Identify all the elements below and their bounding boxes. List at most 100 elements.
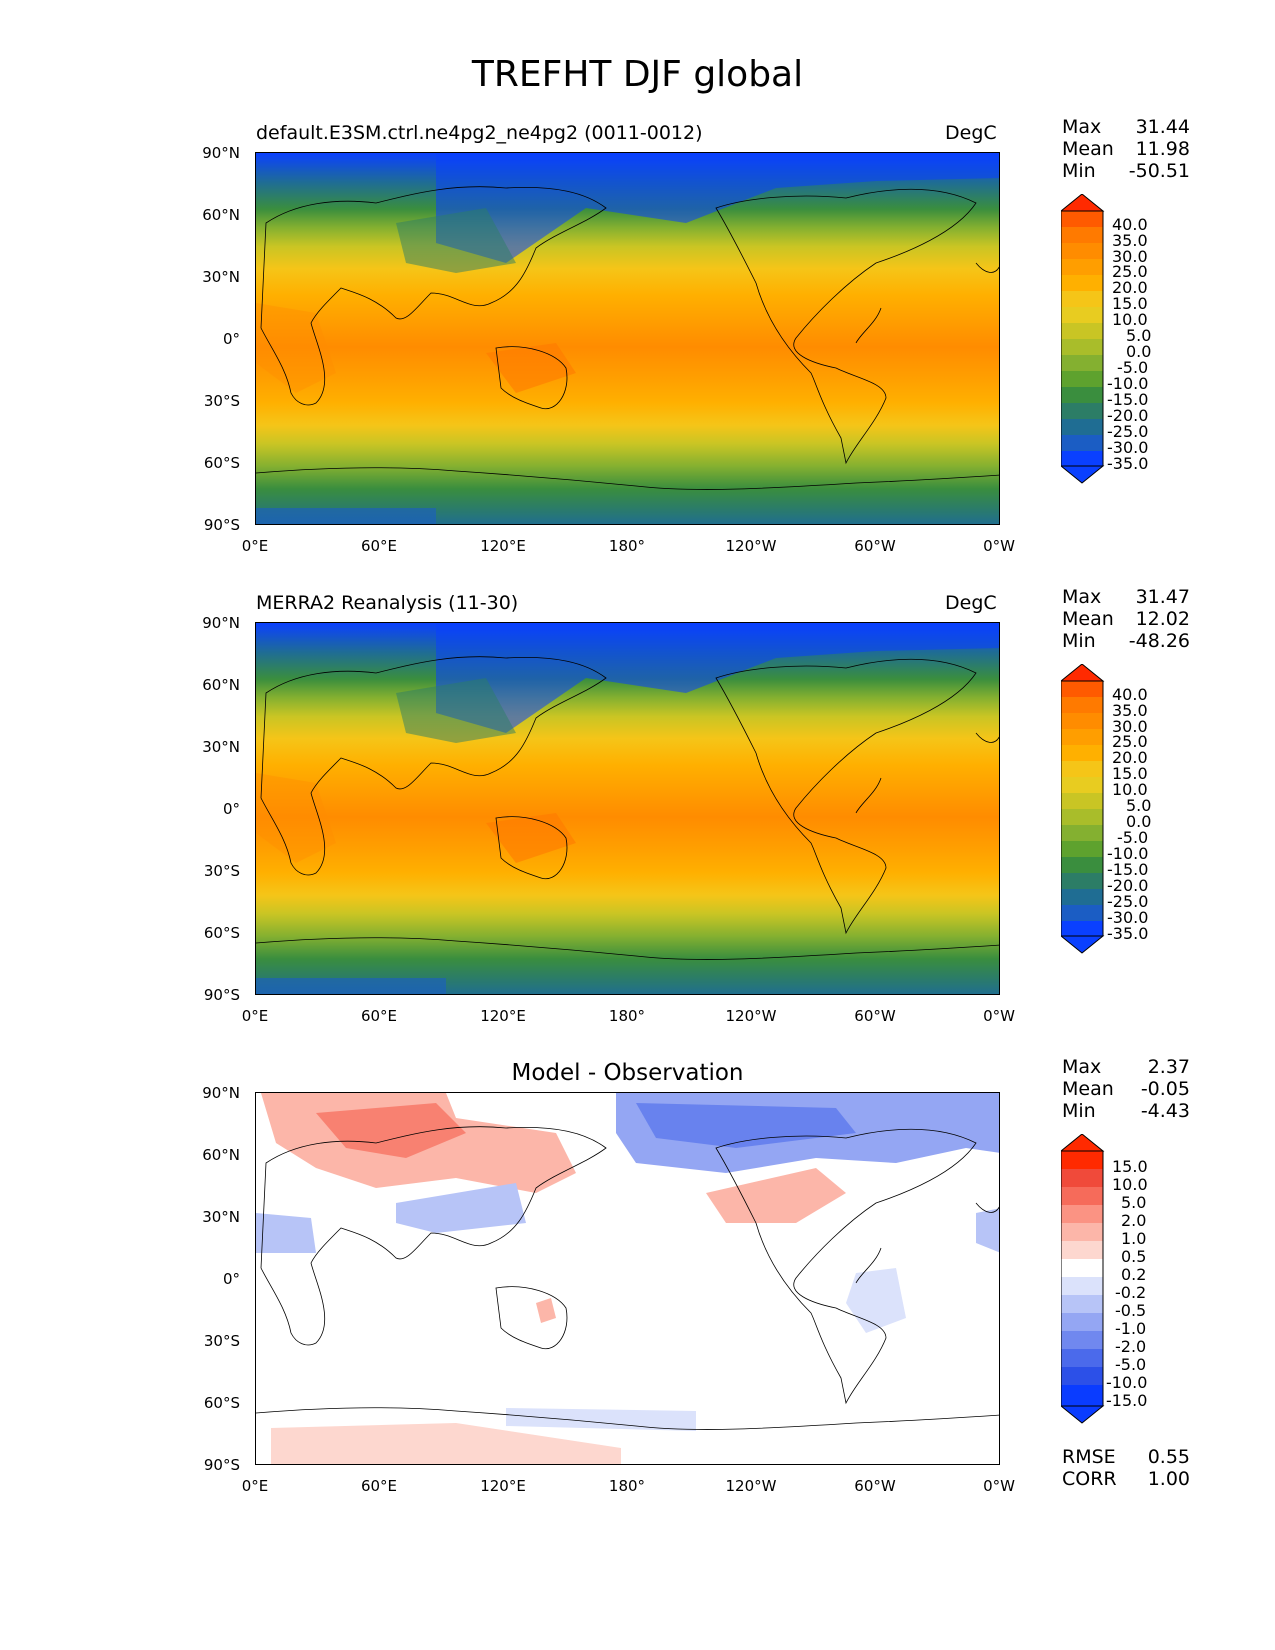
panel1-map-field <box>256 153 999 524</box>
p3-lat-tick: 0° <box>222 1270 240 1288</box>
cbar1-label: 15.0 <box>1112 294 1148 313</box>
cbar1-label: 25.0 <box>1112 262 1148 281</box>
p1-lat-tick: 60°S <box>203 454 240 472</box>
cbar2-label: 0.0 <box>1126 812 1152 831</box>
p2-lat-tick: 60°N <box>202 676 240 694</box>
p3-lat-tick: 30°N <box>202 1208 240 1226</box>
cbar2-label: 25.0 <box>1112 732 1148 751</box>
stat-min-value: -50.51 <box>1128 160 1190 182</box>
p1-lat-tick: 30°N <box>202 268 240 286</box>
cbar3-label: 0.5 <box>1121 1247 1147 1266</box>
cbar1-label: -35.0 <box>1107 454 1149 473</box>
panel2-title-left: MERRA2 Reanalysis (11-30) <box>256 592 519 614</box>
p2-lon-tick: 180° <box>608 1007 646 1025</box>
panel2-map <box>255 622 1000 995</box>
cbar3-label: 10.0 <box>1112 1175 1148 1194</box>
p3-lon-tick: 120°W <box>725 1477 777 1495</box>
panel1-colorbar <box>1059 193 1105 496</box>
cbar1-label: -30.0 <box>1107 438 1149 457</box>
cbar3-label: -0.5 <box>1115 1301 1147 1320</box>
cbar3-label: 5.0 <box>1121 1193 1147 1212</box>
p2-lon-tick: 120°W <box>725 1007 777 1025</box>
panel3-map <box>255 1092 1000 1465</box>
corr-label: CORR <box>1062 1468 1117 1490</box>
stat-min-label: Min <box>1062 1100 1096 1122</box>
cbar2-label: -25.0 <box>1107 892 1149 911</box>
p3-lat-tick: 60°S <box>203 1394 240 1412</box>
cbar1-label: 0.0 <box>1126 342 1152 361</box>
cbar3-label: 2.0 <box>1121 1211 1147 1230</box>
p2-lat-tick: 30°S <box>203 862 240 880</box>
stat-mean-value: 11.98 <box>1135 138 1190 160</box>
panel2-colorbar <box>1059 663 1105 966</box>
cbar1-label: -15.0 <box>1107 390 1149 409</box>
p3-lon-tick: 0°E <box>241 1477 269 1495</box>
p3-lat-tick: 90°S <box>203 1456 240 1474</box>
p1-lat-tick: 30°S <box>203 392 240 410</box>
panel1-title-right: DegC <box>945 122 997 144</box>
panel3-colorbar <box>1059 1133 1105 1436</box>
cbar2-label: -15.0 <box>1107 860 1149 879</box>
panel1-title-left: default.E3SM.ctrl.ne4pg2_ne4pg2 (0011-00… <box>256 122 703 144</box>
cbar2-label: 35.0 <box>1112 701 1148 720</box>
cbar1-label: 40.0 <box>1112 215 1148 234</box>
cbar3-label: 0.2 <box>1121 1265 1147 1284</box>
cbar1-label: -25.0 <box>1107 422 1149 441</box>
cbar3-label: -2.0 <box>1115 1337 1147 1356</box>
stat-min-value: -4.43 <box>1140 1100 1190 1122</box>
figure-title: TREFHT DJF global <box>471 54 804 95</box>
p3-lat-tick: 60°N <box>202 1146 240 1164</box>
panel2-map-field <box>256 623 999 994</box>
stat-mean-value: 12.02 <box>1135 608 1190 630</box>
panel1-map <box>255 152 1000 525</box>
cbar1-label: -5.0 <box>1117 358 1149 377</box>
panel3-metrics: RMSE 0.55 CORR 1.00 <box>1062 1446 1190 1490</box>
p1-lon-tick: 180° <box>608 537 646 555</box>
p2-lon-tick: 0°E <box>241 1007 269 1025</box>
cbar2-label: 20.0 <box>1112 748 1148 767</box>
p1-lon-tick: 120°E <box>480 537 526 555</box>
cbar1-label: 35.0 <box>1112 231 1148 250</box>
p2-lon-tick: 0°W <box>983 1007 1015 1025</box>
panel2-stats: Max 31.47 Mean 12.02 Min -48.26 <box>1062 586 1190 652</box>
cbar3-label: -1.0 <box>1115 1319 1147 1338</box>
corr-value: 1.00 <box>1147 1468 1190 1490</box>
cbar1-label: -10.0 <box>1107 374 1149 393</box>
stat-mean-label: Mean <box>1062 1078 1114 1100</box>
p1-lat-tick: 90°S <box>203 516 240 534</box>
stat-max-label: Max <box>1062 586 1102 608</box>
p2-lat-tick: 0° <box>222 800 240 818</box>
cbar2-label: 15.0 <box>1112 764 1148 783</box>
p2-lon-tick: 60°E <box>360 1007 398 1025</box>
panel3-title: Model - Observation <box>511 1060 744 1086</box>
cbar1-label: 30.0 <box>1112 247 1148 266</box>
cbar1-label: 10.0 <box>1112 310 1148 329</box>
stat-mean-value: -0.05 <box>1140 1078 1190 1100</box>
stat-max-value: 2.37 <box>1147 1056 1190 1078</box>
colorbar-swatches <box>1059 1133 1105 1424</box>
cbar3-label: -5.0 <box>1115 1355 1147 1374</box>
p1-lon-tick: 0°W <box>983 537 1015 555</box>
cbar1-label: 20.0 <box>1112 278 1148 297</box>
p2-lon-tick: 60°W <box>854 1007 896 1025</box>
stat-min-label: Min <box>1062 630 1096 652</box>
p2-lat-tick: 60°S <box>203 924 240 942</box>
cbar2-label: -10.0 <box>1107 844 1149 863</box>
cbar2-label: 5.0 <box>1126 796 1152 815</box>
cbar2-label: 10.0 <box>1112 780 1148 799</box>
p1-lon-tick: 120°W <box>725 537 777 555</box>
stat-min-label: Min <box>1062 160 1096 182</box>
cbar1-label: 5.0 <box>1126 326 1152 345</box>
stat-mean-label: Mean <box>1062 608 1114 630</box>
p2-lat-tick: 90°N <box>202 614 240 632</box>
p1-lon-tick: 0°E <box>241 537 269 555</box>
rmse-label: RMSE <box>1062 1446 1116 1468</box>
panel3-map-field <box>256 1093 999 1464</box>
cbar3-label: -10.0 <box>1106 1373 1148 1392</box>
p3-lon-tick: 120°E <box>480 1477 526 1495</box>
cbar2-label: -20.0 <box>1107 876 1149 895</box>
colorbar-swatches <box>1059 193 1105 484</box>
p3-lon-tick: 60°E <box>360 1477 398 1495</box>
colorbar-swatches <box>1059 663 1105 954</box>
cbar2-label: -5.0 <box>1117 828 1149 847</box>
